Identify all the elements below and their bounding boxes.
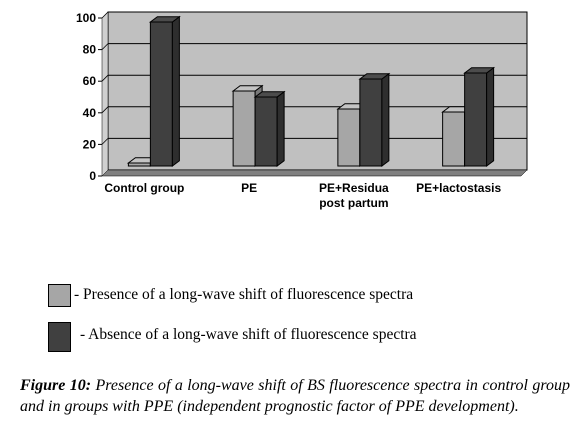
caption-text: Presence of a long-wave shift of BS fluo… [20,377,571,415]
plot-side-wall [101,11,109,177]
gridline-side [101,11,109,19]
bar-absence-0 [148,15,181,167]
legend-label-presence: - Presence of a long-wave shift of fluor… [74,286,414,303]
x-tick-label: PE+Residua post partum [319,181,389,210]
legend-swatch-absence [48,322,71,352]
gridline-side [101,43,109,50]
gridline-side [101,106,109,114]
y-axis-ticks: 0 20 40 60 80 100 [76,11,102,183]
x-tick-label: PE [241,181,257,195]
x-axis-ticks: Control group PE PE+Residua post partum PE+l… [104,181,501,210]
x-tick-label: PE+lactostasis [416,181,501,195]
bar-absence-1 [253,90,286,167]
bars [126,15,496,167]
bar-absence-2 [358,72,391,167]
gridline-side [101,74,109,82]
plot-floor [101,169,528,177]
bar-chart: 0 20 40 60 80 100 Control group PE PE+Residua po… [76,11,528,210]
bar-absence-3 [463,66,496,167]
y-tick-label: 80 [83,43,97,57]
y-tick-label: 40 [83,106,97,120]
legend-swatch-presence [48,284,71,307]
x-tick-label: Control group [104,181,184,195]
y-tick-label: 60 [83,74,97,88]
caption-label: Figure 10: [20,377,92,394]
gridline-side [101,138,109,145]
y-tick-label: 0 [89,169,96,183]
legend-label-absence: - Absence of a long-wave shift of fluore… [80,326,417,343]
figure-caption: Figure 10: Presence of a long-wave shift… [20,375,570,417]
y-tick-label: 100 [76,11,96,25]
y-tick-label: 20 [83,137,97,151]
